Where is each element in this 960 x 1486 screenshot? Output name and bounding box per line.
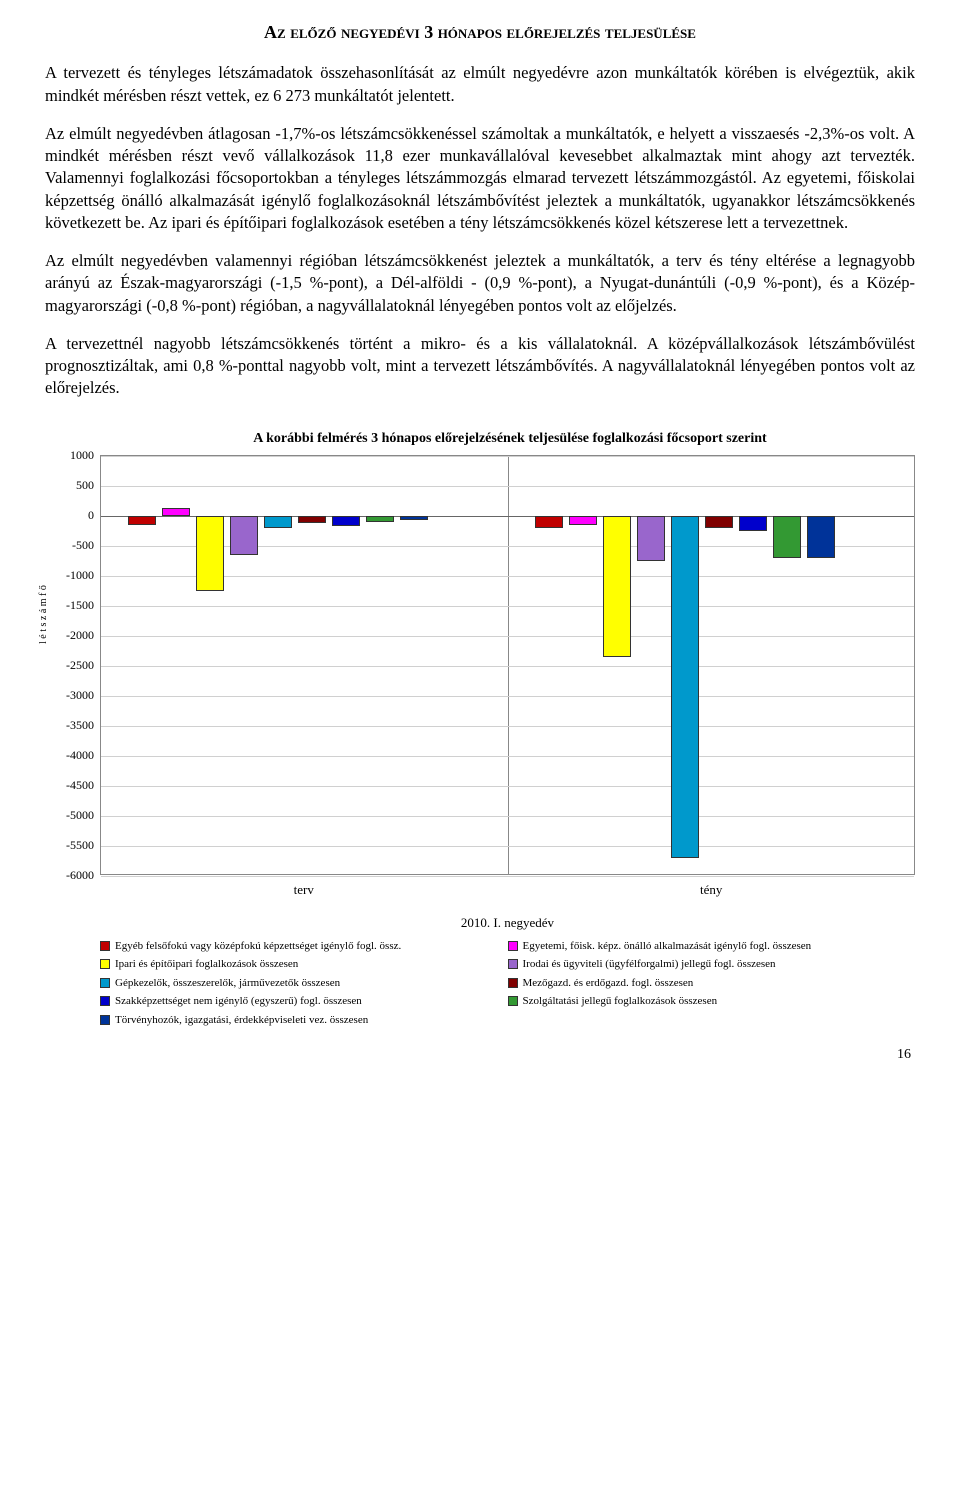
legend-label: Törvényhozók, igazgatási, érdekképvisele… <box>115 1012 368 1029</box>
chart-area: l é t s z á m f ő 10005000-500-1000-1500… <box>45 455 915 875</box>
legend-item: Irodai és ügyviteli (ügyfélforgalmi) jel… <box>508 956 916 973</box>
bar <box>773 516 801 558</box>
legend-item: Ipari és építőipari foglalkozások összes… <box>100 956 508 973</box>
bar-slot <box>125 456 159 874</box>
y-axis: l é t s z á m f ő 10005000-500-1000-1500… <box>45 455 100 875</box>
y-tick: -2000 <box>66 627 94 643</box>
legend-item: Egyéb felsőfokú vagy középfokú képzettsé… <box>100 938 508 955</box>
bar <box>298 516 326 523</box>
legend-label: Gépkezelők, összeszerelők, járművezetők … <box>115 975 340 992</box>
bar-group-terv <box>125 456 431 874</box>
period-label: 2010. I. negyedév <box>100 914 915 932</box>
bar-slot <box>804 456 838 874</box>
bar <box>671 516 699 858</box>
chart-container: A korábbi felmérés 3 hónapos előrejelzés… <box>45 430 915 1030</box>
chart-legend: Egyéb felsőfokú vagy középfokú képzettsé… <box>100 938 915 1031</box>
bar-slot <box>329 456 363 874</box>
group-divider <box>508 456 509 874</box>
y-tick: -500 <box>72 537 94 553</box>
bar <box>705 516 733 528</box>
bar <box>332 516 360 527</box>
bar <box>739 516 767 531</box>
bar <box>807 516 835 558</box>
y-tick: -3500 <box>66 717 94 733</box>
y-tick: -1000 <box>66 567 94 583</box>
legend-item: Egyetemi, főisk. képz. önálló alkalmazás… <box>508 938 916 955</box>
bar-slot <box>193 456 227 874</box>
bar <box>230 516 258 555</box>
legend-label: Irodai és ügyviteli (ügyfélforgalmi) jel… <box>523 956 776 973</box>
bar-slot <box>770 456 804 874</box>
bar-group-teny <box>532 456 838 874</box>
paragraph-1: A tervezett és tényleges létszámadatok ö… <box>45 62 915 107</box>
legend-swatch <box>508 941 518 951</box>
bar <box>535 516 563 528</box>
paragraph-2: Az elmúlt negyedévben átlagosan -1,7%-os… <box>45 123 915 234</box>
y-tick: -3000 <box>66 687 94 703</box>
y-axis-label: l é t s z á m f ő <box>39 585 49 644</box>
bar-slot <box>261 456 295 874</box>
grid-line <box>101 876 914 877</box>
y-tick: 1000 <box>70 447 94 463</box>
y-tick: 500 <box>76 477 94 493</box>
bar-slot <box>159 456 193 874</box>
chart-plot <box>100 455 915 875</box>
y-tick: -6000 <box>66 867 94 883</box>
chart-title: A korábbi felmérés 3 hónapos előrejelzés… <box>105 430 915 449</box>
y-tick: -5000 <box>66 807 94 823</box>
legend-swatch <box>100 978 110 988</box>
bar-slot <box>702 456 736 874</box>
bar <box>603 516 631 657</box>
y-tick: -1500 <box>66 597 94 613</box>
legend-label: Mezőgazd. és erdőgazd. fogl. összesen <box>523 975 694 992</box>
bar-slot <box>668 456 702 874</box>
legend-swatch <box>100 959 110 969</box>
legend-item: Gépkezelők, összeszerelők, járművezetők … <box>100 975 508 992</box>
bar <box>637 516 665 561</box>
bar-slot <box>736 456 770 874</box>
legend-swatch <box>508 978 518 988</box>
bar <box>400 516 428 521</box>
x-label-terv: terv <box>100 875 508 905</box>
legend-item: Szolgáltatási jellegű foglalkozások össz… <box>508 993 916 1010</box>
y-tick: -4500 <box>66 777 94 793</box>
legend-item: Szakképzettséget nem igénylő (egyszerű) … <box>100 993 508 1010</box>
legend-swatch <box>100 941 110 951</box>
legend-label: Ipari és építőipari foglalkozások összes… <box>115 956 298 973</box>
page-title: Az előző negyedévi 3 hónapos előrejelzés… <box>45 20 915 44</box>
legend-swatch <box>508 996 518 1006</box>
bar <box>569 516 597 525</box>
bar-slot <box>363 456 397 874</box>
bar-slot <box>227 456 261 874</box>
y-tick: -5500 <box>66 837 94 853</box>
bar <box>366 516 394 522</box>
legend-item: Mezőgazd. és erdőgazd. fogl. összesen <box>508 975 916 992</box>
bar-slot <box>600 456 634 874</box>
legend-label: Egyetemi, főisk. képz. önálló alkalmazás… <box>523 938 812 955</box>
bar <box>128 516 156 525</box>
bar <box>162 508 190 515</box>
x-axis-labels: terv tény <box>100 875 915 905</box>
legend-label: Szolgáltatási jellegű foglalkozások össz… <box>523 993 718 1010</box>
legend-label: Szakképzettséget nem igénylő (egyszerű) … <box>115 993 362 1010</box>
bar-slot <box>532 456 566 874</box>
bar <box>196 516 224 591</box>
bar-slot <box>566 456 600 874</box>
y-tick: -2500 <box>66 657 94 673</box>
legend-swatch <box>100 1015 110 1025</box>
bar-slot <box>634 456 668 874</box>
legend-swatch <box>508 959 518 969</box>
legend-label: Egyéb felsőfokú vagy középfokú képzettsé… <box>115 938 401 955</box>
bar <box>264 516 292 528</box>
legend-swatch <box>100 996 110 1006</box>
paragraph-4: A tervezettnél nagyobb létszámcsökkenés … <box>45 333 915 400</box>
bar-slot <box>295 456 329 874</box>
y-tick: -4000 <box>66 747 94 763</box>
y-tick: 0 <box>88 507 94 523</box>
paragraph-3: Az elmúlt negyedévben valamennyi régióba… <box>45 250 915 317</box>
bar-slot <box>397 456 431 874</box>
legend-item: Törvényhozók, igazgatási, érdekképvisele… <box>100 1012 508 1029</box>
page-number: 16 <box>45 1046 915 1065</box>
x-label-teny: tény <box>508 875 916 905</box>
